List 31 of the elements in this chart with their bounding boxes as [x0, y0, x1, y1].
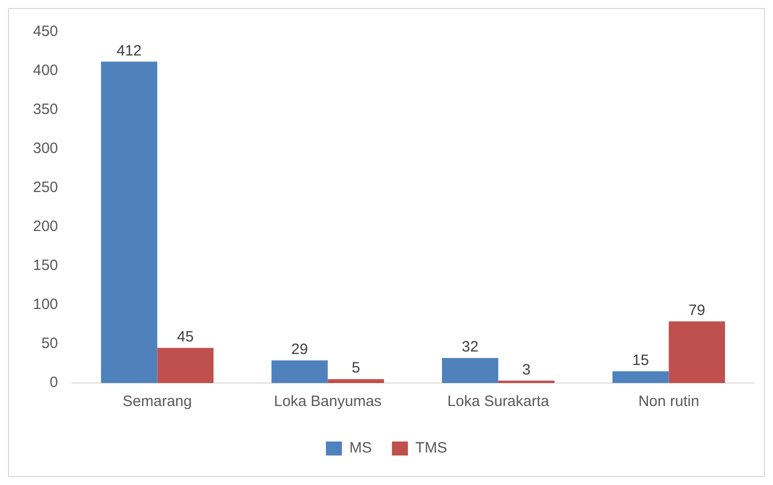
- bar: [612, 371, 669, 383]
- legend-label: MS: [349, 440, 372, 457]
- bar: [157, 348, 214, 383]
- bar: [668, 321, 726, 383]
- bar: [328, 379, 384, 383]
- y-tick-label: 50: [41, 335, 58, 352]
- y-tick-label: 100: [32, 296, 58, 314]
- bar: [101, 62, 158, 383]
- data-label: 45: [177, 328, 194, 346]
- data-label: 5: [352, 360, 360, 377]
- y-tick-label: 250: [32, 179, 58, 196]
- x-tick-label: Loka Surakarta: [447, 393, 550, 410]
- bar: [442, 358, 498, 383]
- y-tick-label: 150: [32, 257, 58, 274]
- x-tick-label: Semarang: [122, 393, 192, 410]
- y-tick-label: 300: [32, 140, 58, 158]
- legend-label: TMS: [415, 440, 448, 457]
- data-label: 15: [632, 352, 649, 369]
- data-label: 3: [522, 361, 531, 378]
- data-label: 32: [462, 338, 478, 356]
- data-label: 412: [116, 42, 142, 60]
- y-tick-label: 450: [32, 23, 58, 40]
- y-tick-label: 350: [32, 101, 58, 118]
- data-label: 29: [291, 341, 308, 358]
- bar: [272, 360, 328, 383]
- x-tick-label: Loka Banyumas: [274, 393, 382, 410]
- x-tick-label: Non rutin: [638, 393, 700, 410]
- y-tick-label: 0: [50, 374, 58, 392]
- y-tick-label: 400: [32, 62, 58, 80]
- data-label: 79: [688, 302, 706, 320]
- y-tick-label: 200: [32, 218, 58, 236]
